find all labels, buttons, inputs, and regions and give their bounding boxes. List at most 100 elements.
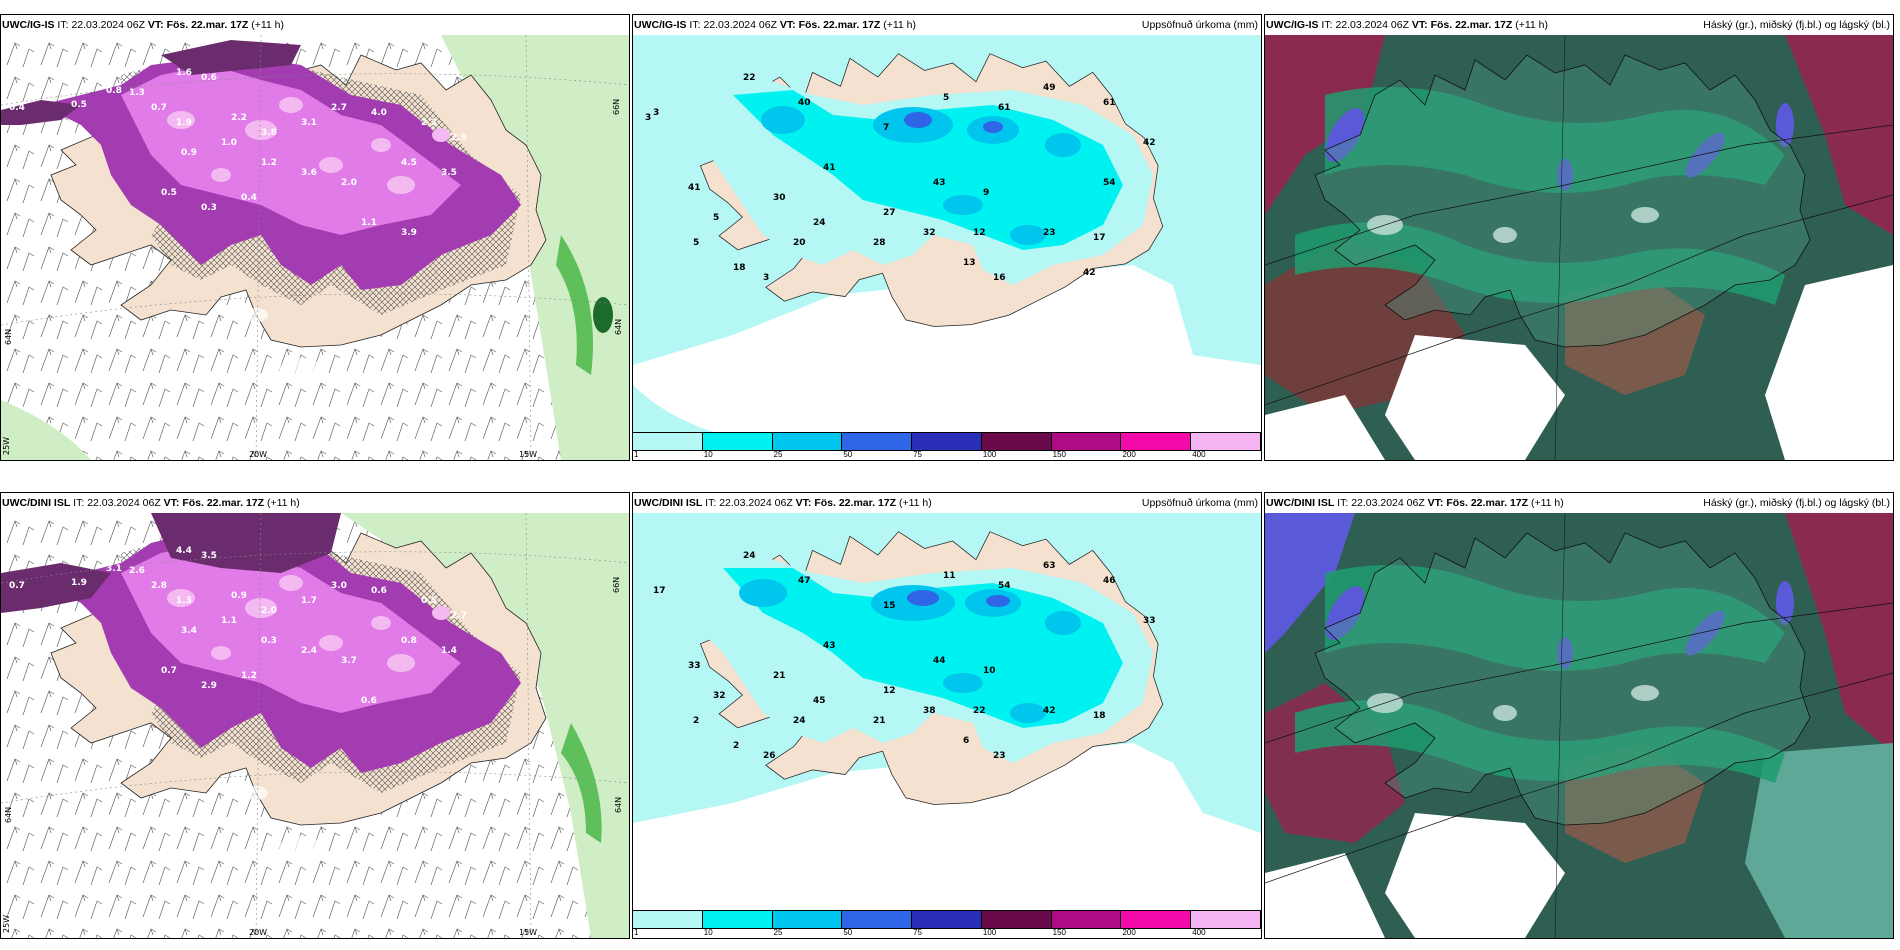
map-panel-clouds-dini: UWC/DINI ISL IT: 22.03.2024 06Z VT: Fös.… — [1264, 492, 1894, 939]
precip-value-label: 42 — [1083, 268, 1096, 278]
snow-value-label: 2.0 — [341, 178, 357, 188]
snow-value-label: 2.8 — [151, 581, 167, 591]
precip-value-label: 61 — [1103, 98, 1116, 108]
precip-value-label: 32 — [923, 228, 936, 238]
colorbar-tick-label: 10 — [703, 450, 713, 459]
precip-value-label: 24 — [743, 551, 756, 561]
panel-title: UWC/DINI ISL IT: 22.03.2024 06Z VT: Fös.… — [2, 497, 300, 509]
precip-value-label: 22 — [743, 73, 756, 83]
snow-value-label: 2.9 — [451, 133, 467, 143]
map-panel-clouds-igis: UWC/IG-IS IT: 22.03.2024 06Z VT: Fös. 22… — [1264, 14, 1894, 461]
precip-value-label: 24 — [793, 716, 806, 726]
snow-value-label: 0.7 — [9, 581, 25, 591]
precip-value-label: 38 — [923, 706, 936, 716]
snow-value-label: 0.5 — [71, 100, 87, 110]
precip-value-label: 22 — [973, 706, 986, 716]
precip-value-label: 28 — [873, 238, 886, 248]
precip-value-label: 10 — [983, 666, 996, 676]
precip-value-label: 49 — [1043, 83, 1056, 93]
cloud-map — [1265, 513, 1893, 938]
colorbar-tick-label: 400 — [1192, 928, 1206, 937]
snow-value-label: 1.4 — [441, 646, 457, 656]
colorbar-ticks: 1 10 25 50 75 100 150 200 400 — [633, 928, 1261, 938]
snow-value-label: 1.2 — [241, 671, 257, 681]
svg-text:64N: 64N — [4, 329, 13, 345]
colorbar-tick-label: 150 — [1052, 450, 1067, 459]
colorbar-tick-label: 100 — [982, 928, 997, 937]
snow-value-label: 3.0 — [331, 581, 347, 591]
snow-value-label: 0.8 — [401, 636, 417, 646]
precip-value-label: 21 — [773, 671, 786, 681]
snow-value-label: 2.7 — [451, 611, 467, 621]
colorbar-tick-label: 25 — [773, 450, 783, 459]
colorbar-swatch — [702, 911, 773, 928]
precip-value-label: 7 — [883, 123, 889, 133]
precip-value-label: 26 — [763, 751, 776, 761]
colorbar-swatch — [1121, 911, 1192, 928]
snow-value-label: 0.6 — [361, 696, 377, 706]
map-panel-snow-igis: UWC/IG-IS IT: 22.03.2024 06Z VT: Fös. 22… — [0, 14, 630, 461]
snow-value-label: 2.9 — [201, 681, 217, 691]
colorbar-swatch — [772, 433, 843, 450]
snow-value-label: 0.6 — [371, 586, 387, 596]
svg-text:64N: 64N — [614, 797, 623, 813]
precip-value-label: 30 — [773, 193, 786, 203]
snow-value-label: 2.7 — [331, 103, 347, 113]
snow-value-label: 0.8 — [106, 86, 122, 96]
map-panel-snow-dini: UWC/DINI ISL IT: 22.03.2024 06Z VT: Fös.… — [0, 492, 630, 939]
precip-colorbar — [633, 910, 1262, 929]
panel-field-label: Uppsöfnuð úrkoma (mm) — [1141, 19, 1258, 31]
precip-value-label: 15 — [883, 601, 896, 611]
snow-value-label: 0.5 — [421, 596, 437, 606]
precip-value-label: 3 — [763, 273, 769, 283]
precip-value-label: 44 — [933, 656, 946, 666]
snow-value-label: 0.3 — [261, 636, 277, 646]
snow-value-label: 2.2 — [231, 113, 247, 123]
snow-value-label: 2.0 — [261, 606, 277, 616]
precip-value-label: 46 — [1103, 576, 1116, 586]
colorbar-tick-label: 75 — [913, 450, 923, 459]
panel-field-label: Uppsöfnuð úrkoma (mm) — [1141, 497, 1258, 509]
precip-value-label: 11 — [943, 571, 956, 581]
colorbar-tick-label: 1 — [634, 928, 639, 937]
precip-value-label: 41 — [823, 163, 836, 173]
panel-title: UWC/IG-IS IT: 22.03.2024 06Z VT: Fös. 22… — [1266, 19, 1549, 31]
precip-value-label: 20 — [793, 238, 806, 248]
precip-value-label: 61 — [998, 103, 1011, 113]
precip-value-label: 43 — [823, 641, 836, 651]
precip-value-label: 42 — [1043, 706, 1056, 716]
colorbar-tick-label: 150 — [1052, 928, 1067, 937]
colorbar-tick-label: 400 — [1192, 450, 1206, 459]
snow-value-label: 1.9 — [176, 118, 192, 128]
precip-value-label: 9 — [983, 188, 989, 198]
snow-value-label: 0.9 — [181, 148, 197, 158]
colorbar-tick-label: 200 — [1122, 928, 1136, 937]
precip-map: 17 24 47 15 11 54 63 46 33 33 21 43 44 10 22 24 45 12 38 6 2… — [633, 513, 1261, 910]
precip-value-label: 3 — [653, 108, 659, 118]
snow-value-label: 1.7 — [301, 596, 317, 606]
svg-text:64N: 64N — [614, 319, 623, 335]
svg-text:25W: 25W — [2, 437, 11, 455]
svg-text:64N: 64N — [4, 807, 13, 823]
precip-value-label: 2 — [733, 741, 739, 751]
colorbar-tick-label: 50 — [843, 450, 853, 459]
colorbar-swatch — [1191, 433, 1262, 450]
colorbar-swatch — [842, 911, 913, 928]
colorbar-swatch — [1191, 911, 1262, 928]
snow-value-label: 1.3 — [176, 596, 192, 606]
precip-value-label: 6 — [963, 736, 969, 746]
precip-value-label: 54 — [998, 581, 1011, 591]
precip-value-label: 17 — [653, 586, 666, 596]
snow-value-label: 0.5 — [161, 188, 177, 198]
precip-value-label: 18 — [1093, 711, 1106, 721]
colorbar-swatch — [981, 911, 1052, 928]
snow-value-label: 3.9 — [401, 228, 417, 238]
precip-value-label: 12 — [883, 686, 896, 696]
panel-title: UWC/DINI ISL IT: 22.03.2024 06Z VT: Fös.… — [1266, 497, 1564, 509]
colorbar-swatch — [1121, 433, 1192, 450]
svg-text:3: 3 — [645, 113, 651, 123]
precip-value-label: 12 — [973, 228, 986, 238]
colorbar-tick-label: 25 — [773, 928, 783, 937]
snow-value-label: 3.8 — [261, 128, 277, 138]
snow-value-label: 3.6 — [301, 168, 317, 178]
